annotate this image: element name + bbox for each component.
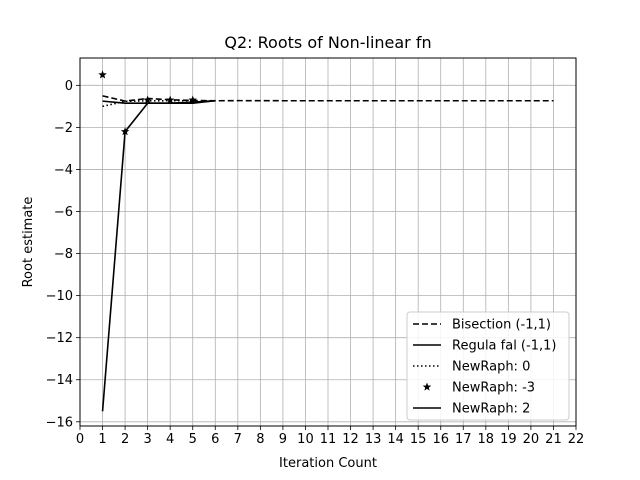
x-tick-label: 5 — [189, 432, 197, 447]
legend-label: NewRaph: -3 — [452, 381, 535, 396]
axis-ticks: 0 1 2 3 4 5 6 7 8 9 10 11 12 13 14 15 16 17 18 19 20 21 220−2−… — [46, 79, 585, 447]
x-tick-label: 9 — [279, 432, 287, 447]
data-point-star — [98, 70, 107, 79]
series-group — [98, 70, 554, 412]
y-tick-label: −16 — [46, 415, 73, 430]
x-tick-label: 16 — [432, 432, 449, 447]
series-4 — [101, 99, 216, 412]
x-tick-label: 11 — [320, 432, 337, 447]
legend-marker — [422, 382, 432, 391]
x-tick-label: 7 — [234, 432, 242, 447]
x-tick-label: 2 — [121, 432, 129, 447]
x-tick-label: 17 — [455, 432, 472, 447]
x-tick-label: 0 — [76, 432, 84, 447]
legend-box — [406, 311, 570, 421]
legend-label: Regula fal (-1,1) — [452, 339, 556, 354]
y-tick-label: 0 — [65, 79, 73, 94]
x-tick-label: 1 — [98, 432, 106, 447]
legend-label: NewRaph: 0 — [452, 360, 530, 375]
x-tick-label: 10 — [297, 432, 314, 447]
y-tick-label: −4 — [54, 163, 73, 178]
x-tick-label: 3 — [143, 432, 151, 447]
data-point-star — [143, 95, 152, 104]
legend-label: NewRaph: 2 — [452, 402, 530, 417]
x-tick-label: 12 — [342, 432, 359, 447]
x-tick-label: 18 — [478, 432, 495, 447]
x-tick-label: 8 — [256, 432, 264, 447]
y-tick-label: −6 — [54, 205, 73, 220]
series-0 — [102, 95, 554, 102]
y-tick-label: −12 — [46, 331, 73, 346]
x-axis-label: Iteration Count — [279, 456, 377, 471]
x-tick-label: 22 — [568, 432, 585, 447]
y-tick-label: −8 — [54, 247, 73, 262]
data-point-star — [188, 95, 198, 104]
x-tick-label: 15 — [410, 432, 427, 447]
x-tick-label: 6 — [211, 432, 219, 447]
y-tick-label: −10 — [46, 289, 73, 304]
x-tick-label: 20 — [523, 432, 540, 447]
y-axis-label: Root estimate — [21, 197, 36, 288]
series-line — [101, 99, 216, 412]
series-line — [102, 95, 554, 102]
legend: Bisection (-1,1) Regula fal (-1,1) NewRaph… — [406, 311, 570, 421]
x-tick-label: 19 — [500, 432, 517, 447]
x-tick-label: 21 — [545, 432, 562, 447]
data-point-star — [165, 95, 175, 104]
legend-label: Bisection (-1,1) — [452, 318, 551, 333]
chart-title: Q2: Roots of Non-linear fn — [224, 33, 431, 52]
y-tick-label: −2 — [54, 121, 73, 136]
y-tick-label: −14 — [46, 373, 73, 388]
x-tick-label: 13 — [365, 432, 382, 447]
x-tick-label: 14 — [387, 432, 404, 447]
x-tick-label: 4 — [166, 432, 174, 447]
